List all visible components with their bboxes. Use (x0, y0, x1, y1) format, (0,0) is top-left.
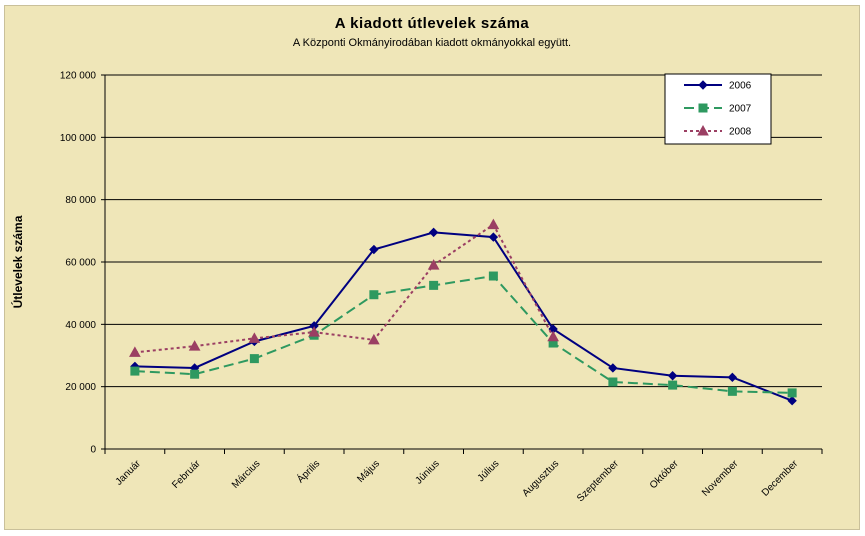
x-tick-label: December (760, 458, 801, 499)
chart-title: A kiadott útlevelek száma (335, 15, 530, 32)
data-point-2006 (369, 244, 379, 255)
series-2008 (129, 218, 559, 357)
data-point-2006 (727, 372, 738, 383)
legend-label: 2006 (729, 81, 752, 92)
legend-marker (697, 124, 709, 136)
data-point-2008 (248, 332, 261, 343)
data-point-2008 (368, 333, 380, 345)
data-point-2007 (429, 280, 439, 290)
x-tick-label: Június (414, 458, 442, 486)
data-point-2008 (547, 330, 559, 342)
data-point-2007 (369, 290, 379, 300)
x-tick-label: Január (114, 458, 144, 488)
data-point-2007 (130, 366, 140, 376)
data-point-2006 (488, 232, 499, 242)
data-point-2007 (190, 369, 200, 379)
x-tick-label: Május (355, 458, 382, 485)
y-tick-label: 100 000 (60, 133, 97, 144)
y-tick-label: 40 000 (65, 320, 96, 331)
data-point-2008 (487, 218, 500, 230)
legend-entry-2008: 2008 (684, 124, 752, 138)
legend-marker (698, 80, 708, 90)
data-point-2007 (608, 377, 618, 387)
legend-entry-2006: 2006 (684, 80, 752, 92)
legend-label: 2007 (729, 104, 752, 115)
series-2007 (130, 271, 797, 398)
data-point-2008 (129, 346, 141, 357)
x-tick-label: Augusztus (520, 458, 561, 499)
y-tick-label: 120 000 (60, 71, 97, 82)
data-point-2007 (787, 388, 797, 398)
series-line-2006 (134, 231, 793, 402)
series-layer (129, 218, 797, 406)
legend-entry-2007: 2007 (684, 103, 752, 115)
data-point-2006 (608, 363, 618, 373)
y-axis-label: Útlevelek száma (10, 215, 25, 308)
data-point-2008 (427, 259, 440, 270)
x-tick-label: Október (648, 458, 681, 491)
data-point-2007 (249, 354, 259, 364)
y-tick-label: 80 000 (65, 195, 96, 206)
legend-marker (698, 103, 708, 113)
data-point-2006 (667, 371, 678, 381)
series-2006 (130, 227, 797, 406)
x-tick-label: Március (230, 458, 263, 491)
y-tick-label: 0 (90, 445, 96, 456)
legend-label: 2008 (729, 127, 752, 138)
x-tick-label: Július (476, 458, 502, 484)
x-tick-label: November (700, 458, 741, 499)
y-tick-label: 60 000 (65, 258, 96, 269)
x-tick-label: Február (170, 458, 203, 491)
data-point-2007 (668, 380, 678, 390)
legend: 2006 2007 2008 (664, 73, 772, 145)
data-point-2007 (488, 271, 498, 281)
data-point-2006 (428, 227, 439, 238)
y-tick-label: 20 000 (65, 382, 96, 393)
x-tick-label: Szeptember (575, 458, 621, 504)
data-point-2006 (787, 395, 797, 406)
x-tick-label: Április (294, 457, 322, 485)
series-line-2008 (134, 223, 555, 354)
data-point-2007 (727, 386, 737, 396)
chart-subtitle: A Központi Okmányirodában kiadott okmány… (293, 37, 571, 49)
series-line-2007 (134, 274, 793, 394)
data-point-2008 (188, 340, 201, 351)
data-point-2008 (308, 326, 320, 337)
